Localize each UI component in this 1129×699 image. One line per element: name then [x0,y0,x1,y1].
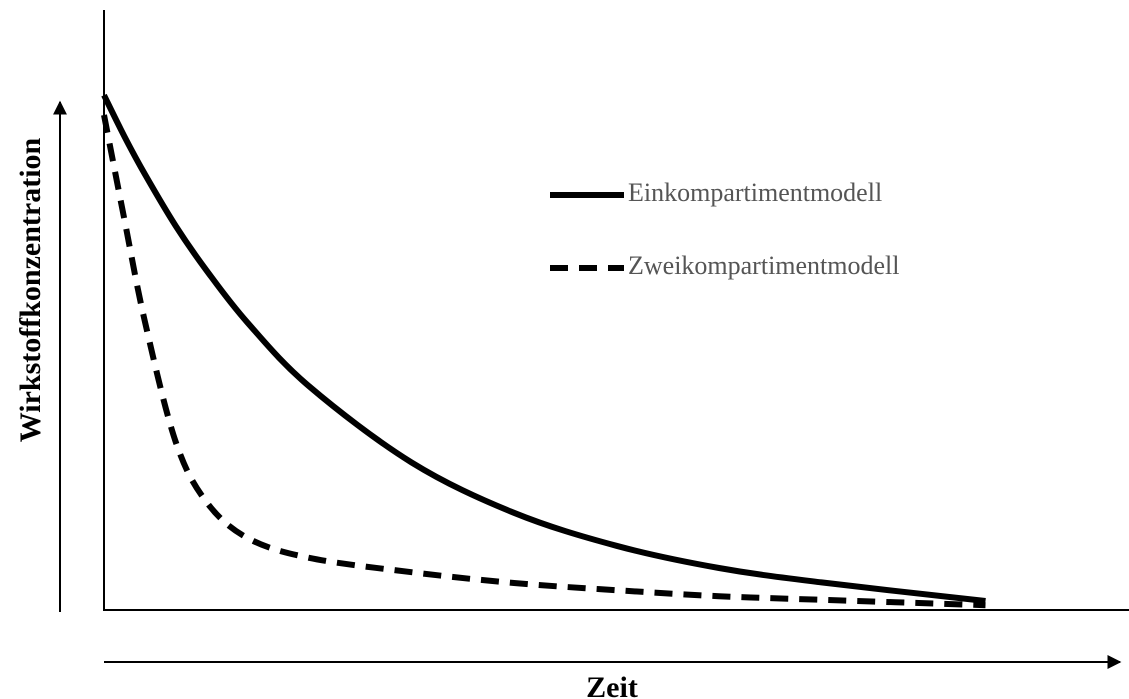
series-line [101,114,986,609]
legend-label: Zweikompartimentmodell [628,251,900,280]
x-axis-title: Zeit [586,671,638,699]
series-line [101,93,986,604]
y-axis-title: Wirkstoffkonzentration [14,137,47,442]
legend-label: Einkompartimentmodell [628,178,882,207]
